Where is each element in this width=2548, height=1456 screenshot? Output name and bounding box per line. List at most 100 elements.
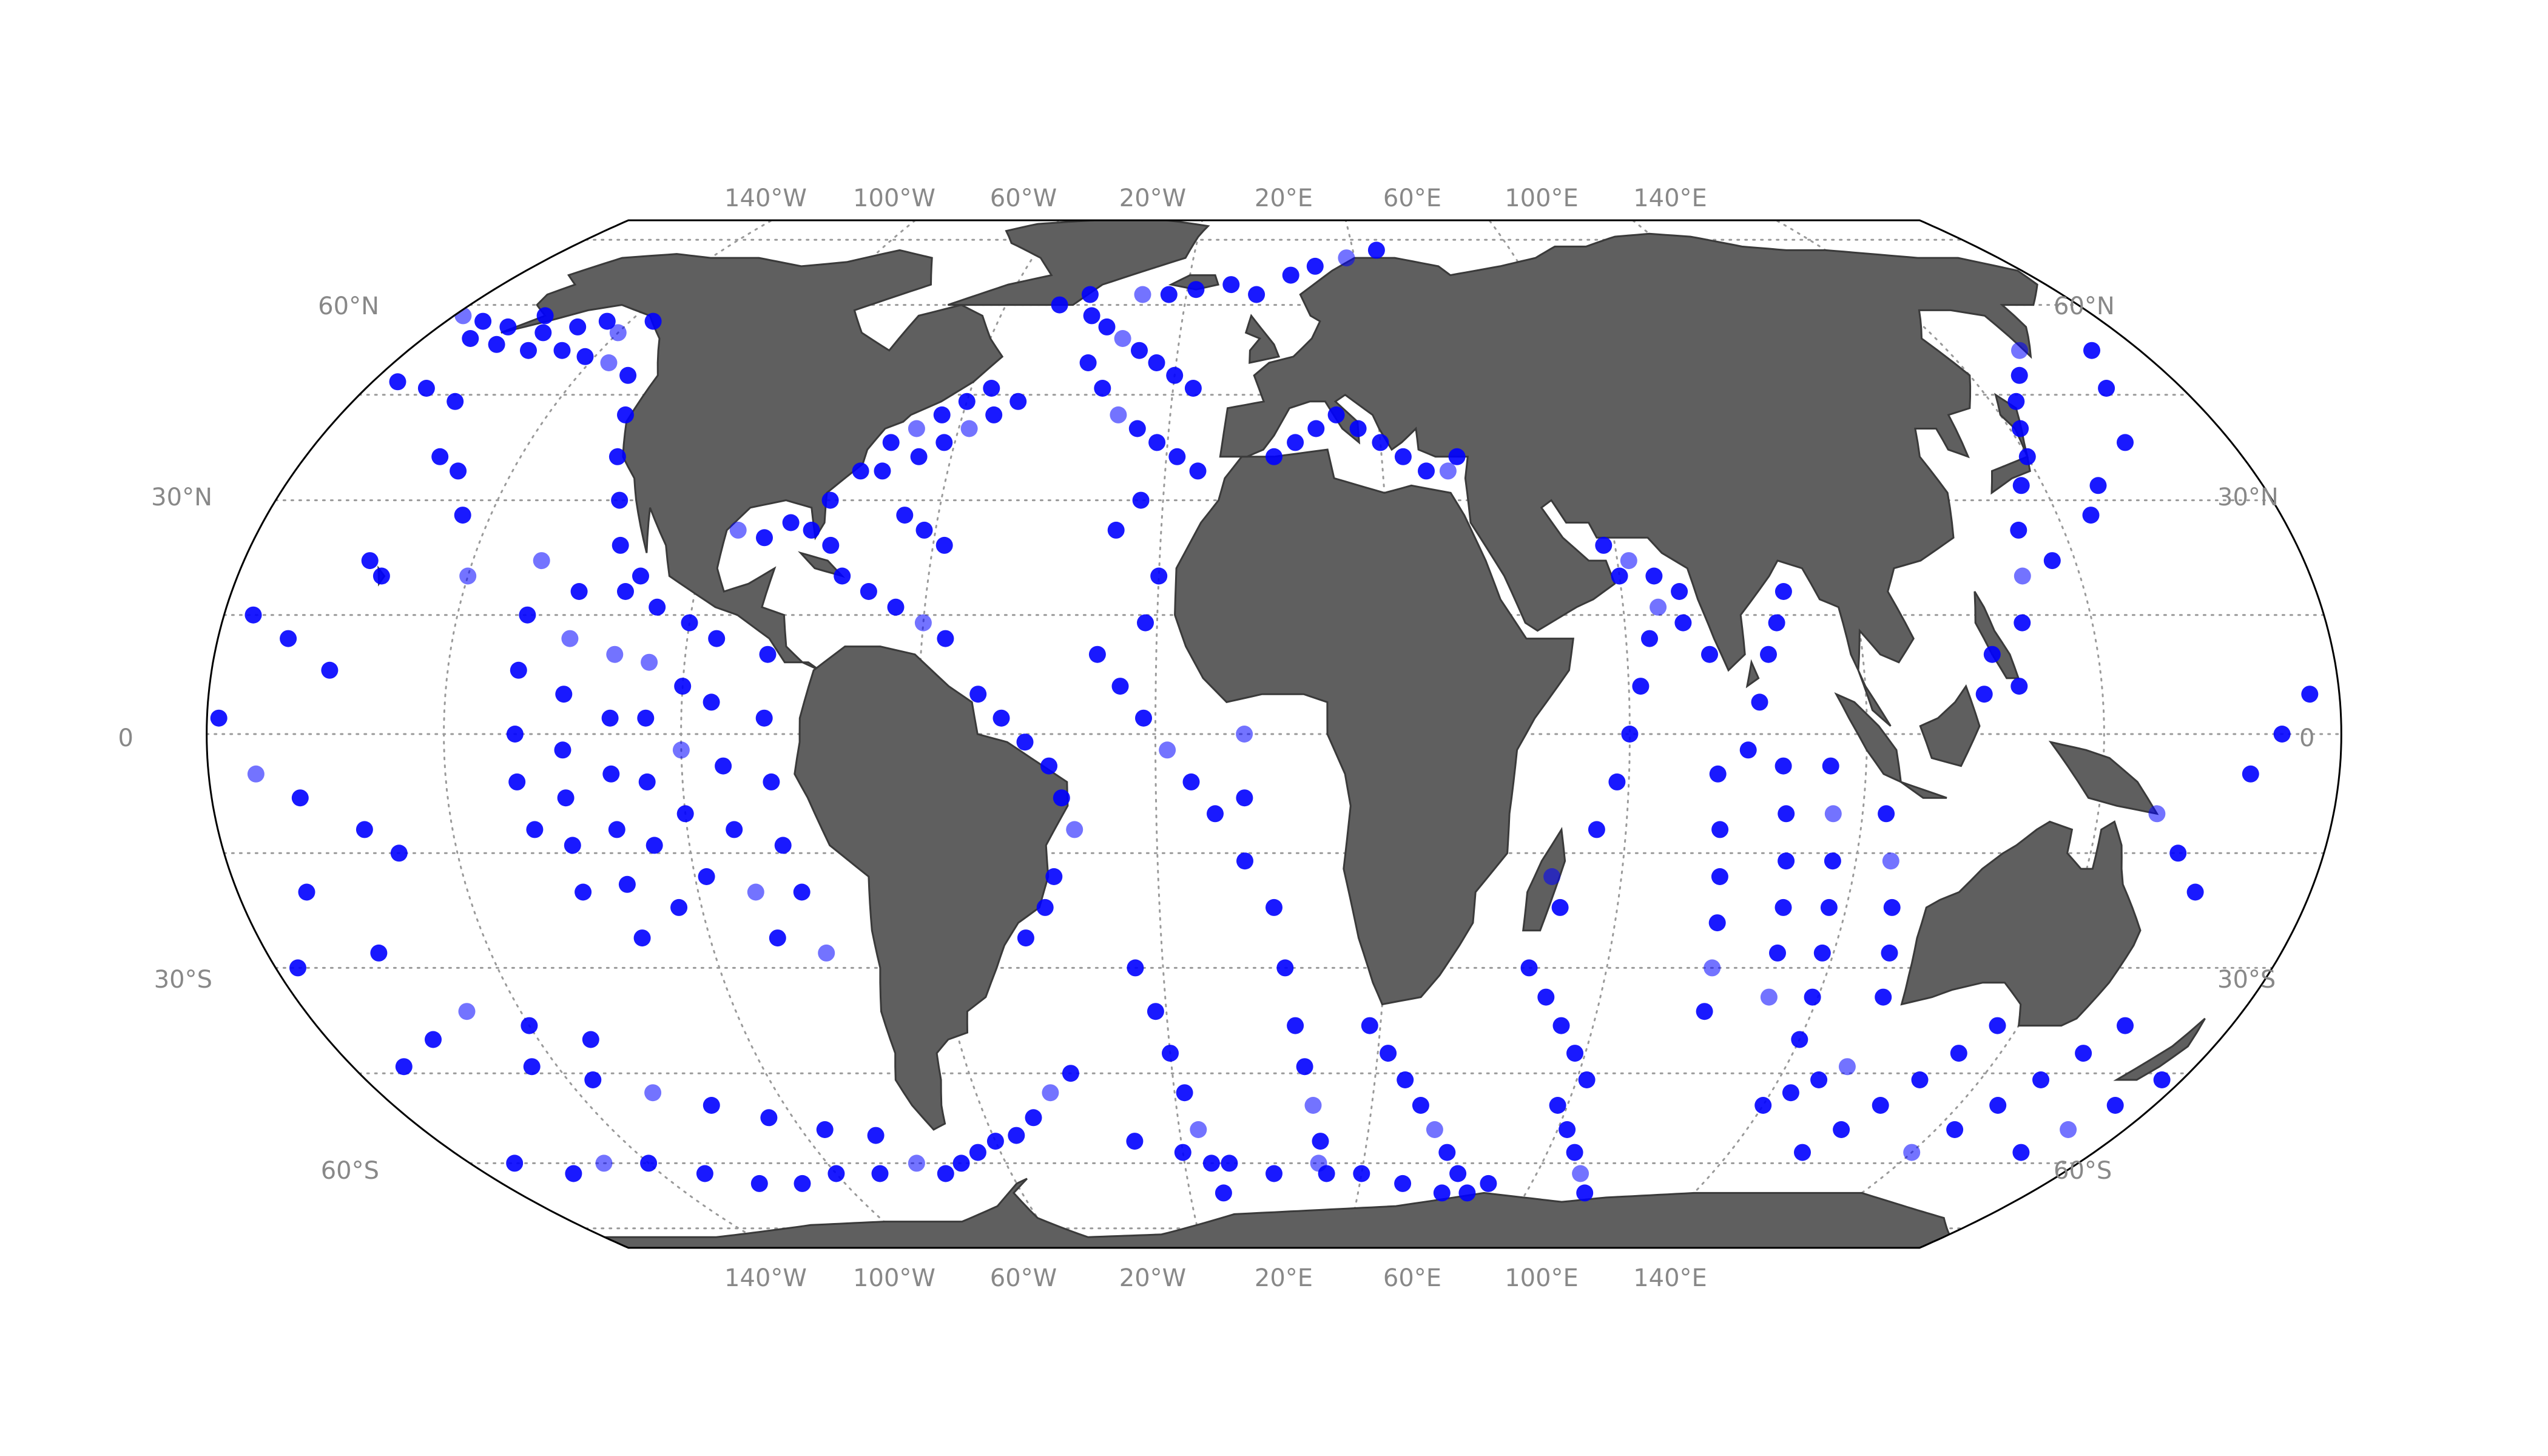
observation-point: [1040, 757, 1057, 775]
observation-point: [2014, 567, 2031, 585]
observation-point: [703, 693, 720, 711]
observation-point: [1711, 868, 1728, 885]
observation-point: [1433, 1184, 1451, 1202]
observation-point: [1276, 959, 1294, 977]
observation-point: [1128, 420, 1146, 437]
observation-point: [644, 312, 662, 330]
observation-point: [1131, 342, 1148, 359]
observation-point: [619, 366, 637, 384]
observation-point: [1248, 286, 1266, 303]
observation-point: [1551, 898, 1569, 916]
observation-point: [2010, 678, 2028, 695]
observation-point: [1327, 406, 1345, 423]
observation-point: [782, 514, 800, 531]
observation-point: [750, 1175, 768, 1192]
observation-point: [1708, 914, 1726, 932]
observation-point: [1791, 1031, 1808, 1048]
observation-point: [1794, 1144, 1811, 1161]
observation-point: [601, 709, 619, 727]
observation-point: [534, 324, 552, 342]
observation-point: [508, 773, 526, 790]
observation-point: [2106, 1097, 2124, 1114]
observation-point: [1641, 630, 1658, 647]
observation-point: [1394, 1175, 1412, 1192]
observation-point: [458, 1003, 476, 1020]
observation-point: [1983, 645, 2001, 663]
lat-label-right: 60°S: [2054, 1157, 2112, 1185]
observation-point: [2032, 1071, 2049, 1088]
observation-point: [2153, 1071, 2171, 1088]
observation-point: [570, 583, 588, 600]
observation-point: [2014, 614, 2031, 632]
observation-point: [2007, 393, 2025, 410]
observation-point: [769, 929, 786, 947]
observation-point: [1310, 1154, 1327, 1172]
observation-point: [1881, 944, 1898, 962]
observation-point: [1017, 929, 1034, 947]
observation-point: [1820, 898, 1838, 916]
observation-point: [2043, 552, 2061, 570]
observation-point: [983, 380, 1000, 397]
observation-point: [2089, 477, 2107, 494]
observation-point: [417, 380, 435, 397]
observation-point: [606, 645, 624, 663]
observation-point: [1739, 741, 1757, 759]
observation-point: [747, 883, 764, 901]
observation-point: [499, 318, 517, 335]
observation-point: [1168, 448, 1186, 465]
observation-point: [1372, 434, 1389, 451]
observation-point: [882, 434, 900, 451]
observation-point: [1822, 757, 1839, 775]
observation-point: [672, 741, 690, 759]
observation-point: [2083, 342, 2100, 359]
observation-point: [1137, 614, 1154, 632]
observation-point: [553, 342, 571, 359]
observation-point: [1307, 420, 1325, 437]
observation-point: [1711, 821, 1729, 838]
observation-point: [1236, 789, 1253, 807]
observation-point: [611, 491, 629, 509]
observation-point: [1066, 821, 1084, 838]
observation-point: [1709, 765, 1727, 783]
observation-point: [644, 1084, 662, 1102]
observation-point: [1696, 1003, 1713, 1020]
observation-point: [395, 1058, 413, 1076]
observation-point: [794, 1175, 811, 1192]
observation-point: [1025, 1109, 1042, 1127]
observation-point: [1782, 1084, 1799, 1102]
lon-label-bottom: 60°W: [990, 1264, 1057, 1292]
observation-point: [608, 448, 626, 465]
observation-point: [2301, 686, 2319, 703]
lon-label-top: 140°W: [724, 184, 807, 212]
observation-point: [1911, 1071, 1929, 1088]
observation-point: [1221, 1154, 1238, 1172]
observation-point: [210, 709, 228, 727]
lon-label-top: 20°E: [1255, 184, 1313, 212]
observation-point: [1824, 805, 1842, 823]
observation-point: [1287, 1017, 1304, 1034]
observation-point: [431, 448, 449, 465]
left-latitude-labels: 60°N 30°N 0 30°S 60°S: [118, 292, 379, 1185]
observation-point: [960, 420, 978, 437]
observation-point: [887, 598, 905, 616]
observation-point: [361, 552, 379, 570]
observation-point: [1349, 420, 1367, 437]
observation-point: [1549, 1097, 1566, 1114]
observation-point: [834, 567, 851, 585]
observation-point: [1704, 959, 1721, 977]
observation-point: [1769, 944, 1786, 962]
observation-point: [1111, 678, 1129, 695]
observation-point: [609, 324, 627, 342]
observation-point: [1296, 1058, 1313, 1076]
observation-point: [1576, 1184, 1594, 1202]
observation-point: [1222, 276, 1240, 294]
observation-point: [506, 1154, 524, 1172]
observation-point: [1190, 1121, 1207, 1138]
land-polygon: [1174, 448, 1575, 1006]
observation-point: [1632, 678, 1650, 695]
observation-point: [1778, 852, 1795, 870]
observation-point: [510, 661, 527, 679]
observation-point: [793, 883, 811, 901]
observation-point: [1701, 645, 1718, 663]
